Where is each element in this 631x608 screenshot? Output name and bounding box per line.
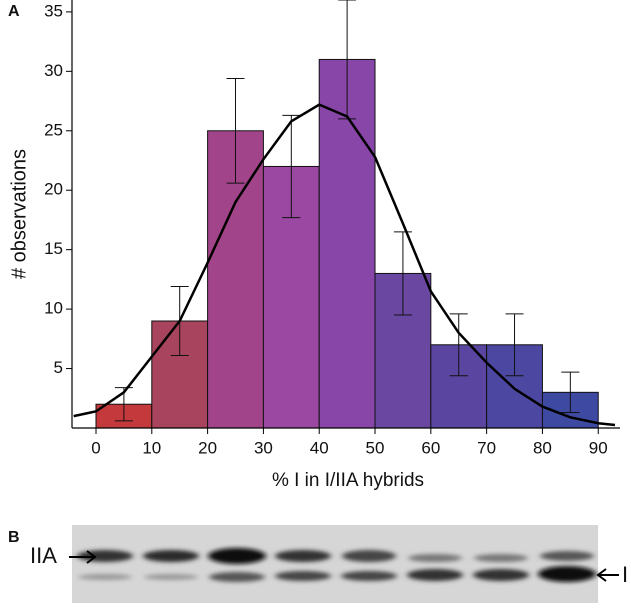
x-tick-label: 0 — [91, 438, 100, 457]
x-axis-label: % I in I/IIA hybrids — [272, 470, 424, 491]
x-tick-label: 60 — [421, 438, 440, 457]
error-bar — [338, 0, 357, 120]
x-tick-label: 20 — [198, 438, 217, 457]
y-tick-label: 10 — [44, 299, 63, 318]
band-label: I — [622, 562, 628, 587]
x-tick-label: 80 — [533, 438, 552, 457]
x-tick-label: 90 — [589, 438, 608, 457]
y-tick-label: 20 — [44, 180, 63, 199]
error-bar — [505, 313, 524, 377]
x-tick-label: 40 — [310, 438, 329, 457]
y-axis-label: # observations — [8, 149, 30, 279]
y-tick-label: 5 — [54, 358, 63, 377]
y-tick-label: 15 — [44, 239, 63, 258]
bar — [318, 58, 376, 429]
error-bar — [226, 77, 245, 184]
panel-label: A — [8, 3, 20, 20]
y-tick-label: 30 — [44, 61, 63, 80]
error-bar — [561, 371, 580, 414]
panel-label: B — [8, 529, 20, 546]
x-tick-label: 70 — [477, 438, 496, 457]
error-bar — [449, 313, 468, 377]
y-tick-label: 35 — [44, 1, 63, 20]
error-bar — [282, 114, 301, 219]
error-bar — [393, 231, 412, 316]
gel-image — [72, 525, 598, 603]
fit-curve — [73, 103, 616, 427]
arrow — [69, 550, 619, 582]
y-tick-label: 25 — [44, 120, 63, 139]
x-tick-label: 10 — [142, 438, 161, 457]
band-label: IIA — [30, 543, 57, 568]
x-tick-label: 50 — [366, 438, 385, 457]
x-tick-label: 30 — [254, 438, 273, 457]
